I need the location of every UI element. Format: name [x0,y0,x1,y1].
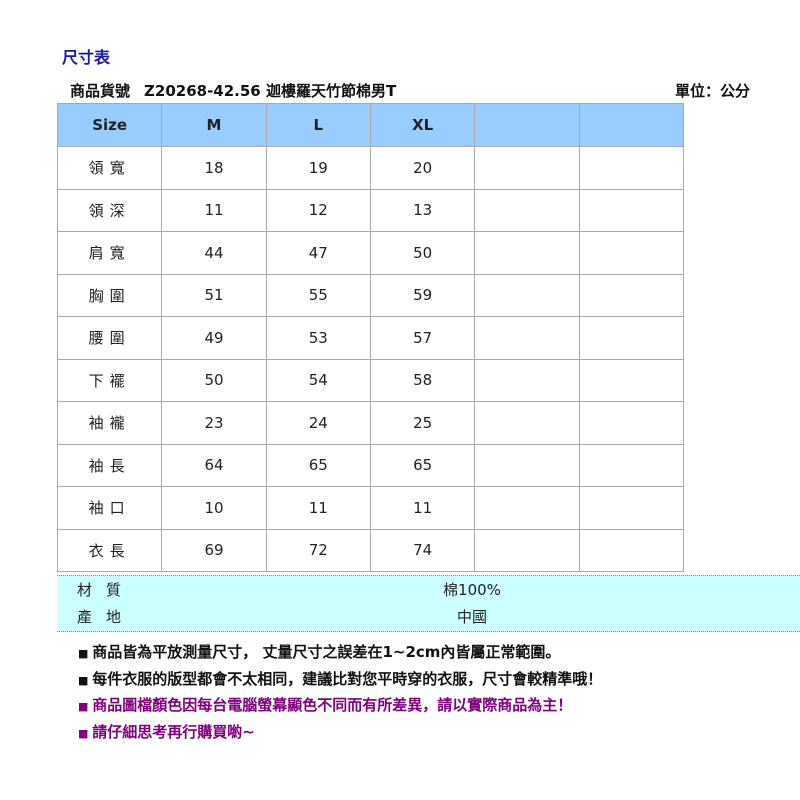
table-row: 袖口 10 11 11 [56,486,685,530]
unit-label: 單位：公分 [674,82,750,100]
note-item: 請仔細思考再行購買喲~ [78,720,602,747]
table-cell [578,401,685,445]
table-cell: 51 [161,273,267,317]
table-cell: 65 [369,443,476,487]
product-label: 商品貨號 [70,82,131,100]
table-cell [474,443,580,487]
table-cell: 11 [265,486,371,530]
row-label: 腰圍 [56,316,163,360]
info-row-material: 材質 棉100% [57,577,800,604]
table-cell: 53 [265,316,371,360]
table-cell [578,188,685,232]
info-value: 棉100% [443,581,501,599]
table-cell: 19 [265,146,371,190]
material-origin-band: 材質 棉100% 產地 中國 [57,575,800,632]
table-cell: 25 [369,401,476,445]
table-cell: 50 [369,231,476,275]
notes-list: 商品皆為平放測量尺寸， 丈量尺寸之誤差在1~2cm內皆屬正常範圍。 每件衣服的版… [78,640,602,746]
table-cell: 18 [161,146,267,190]
product-info: 商品貨號 Z20268-42.56 迦樓羅天竹節棉男T [70,80,410,101]
table-cell [578,358,685,402]
column-header: M [161,103,267,147]
row-label: 領深 [56,188,163,232]
table-cell: 13 [369,188,476,232]
table-cell [578,443,685,487]
column-header [578,103,685,147]
note-item: 每件衣服的版型都會不太相同，建議比對您平時穿的衣服，尺寸會較精準哦！ [78,667,602,694]
table-cell: 59 [369,273,476,317]
table-cell [474,401,580,445]
row-label: 衣長 [56,528,163,572]
table-cell: 50 [161,358,267,402]
table-row: 胸圍 51 55 59 [56,273,685,317]
table-cell: 74 [369,528,476,572]
table-cell [474,316,580,360]
table-cell [474,273,580,317]
table-row: 領深 11 12 13 [56,188,685,232]
table-cell: 20 [369,146,476,190]
row-label: 肩寬 [56,231,163,275]
table-cell: 55 [265,273,371,317]
table-cell: 57 [369,316,476,360]
table-cell: 23 [161,401,267,445]
table-cell: 24 [265,401,371,445]
info-row-origin: 產地 中國 [57,604,800,631]
table-cell: 11 [369,486,476,530]
info-label: 材質 [77,581,136,599]
table-row: 袖襱 23 24 25 [56,401,685,445]
table-row: 肩寬 44 47 50 [56,231,685,275]
table-cell: 10 [161,486,267,530]
table-cell: 47 [265,231,371,275]
table-cell [474,358,580,402]
row-label: 胸圍 [56,273,163,317]
table-row: 衣長 69 72 74 [56,528,685,572]
column-header: XL [369,103,476,147]
row-label: 下襬 [56,358,163,402]
table-cell [474,486,580,530]
table-cell: 49 [161,316,267,360]
table-cell: 44 [161,231,267,275]
table-cell [578,528,685,572]
table-cell: 72 [265,528,371,572]
table-cell [578,486,685,530]
table-cell [474,146,580,190]
column-header: Size [56,103,163,147]
table-cell [474,188,580,232]
table-row: 袖長 64 65 65 [56,443,685,487]
table-row: 下襬 50 54 58 [56,358,685,402]
row-label: 袖口 [56,486,163,530]
row-label: 領寬 [56,146,163,190]
column-header: L [265,103,371,147]
table-row: 領寬 18 19 20 [56,146,685,190]
info-label: 產地 [77,608,136,626]
table-cell [578,273,685,317]
row-label: 袖長 [56,443,163,487]
table-cell: 64 [161,443,267,487]
table-cell [474,528,580,572]
info-value: 中國 [456,608,487,626]
table-cell: 65 [265,443,371,487]
row-label: 袖襱 [56,401,163,445]
table-cell: 12 [265,188,371,232]
table-cell: 11 [161,188,267,232]
table-header-row: Size M L XL [56,103,685,147]
table-cell [578,231,685,275]
table-cell: 54 [265,358,371,402]
table-cell [578,146,685,190]
table-cell: 69 [161,528,267,572]
size-table: Size M L XL 領寬 18 19 20 領深 11 12 13 肩寬 44 47 50 胸圍 51 55 5… [56,103,685,572]
table-row: 腰圍 49 53 57 [56,316,685,360]
page-title: 尺寸表 [62,48,111,67]
note-item: 商品圖檔顏色因每台電腦螢幕顯色不同而有所差異，請以實際商品為主！ [78,693,602,720]
column-header [474,103,580,147]
table-cell [578,316,685,360]
note-item: 商品皆為平放測量尺寸， 丈量尺寸之誤差在1~2cm內皆屬正常範圍。 [78,640,602,667]
table-cell [474,231,580,275]
product-name: Z20268-42.56 迦樓羅天竹節棉男T [144,82,397,100]
table-cell: 58 [369,358,476,402]
